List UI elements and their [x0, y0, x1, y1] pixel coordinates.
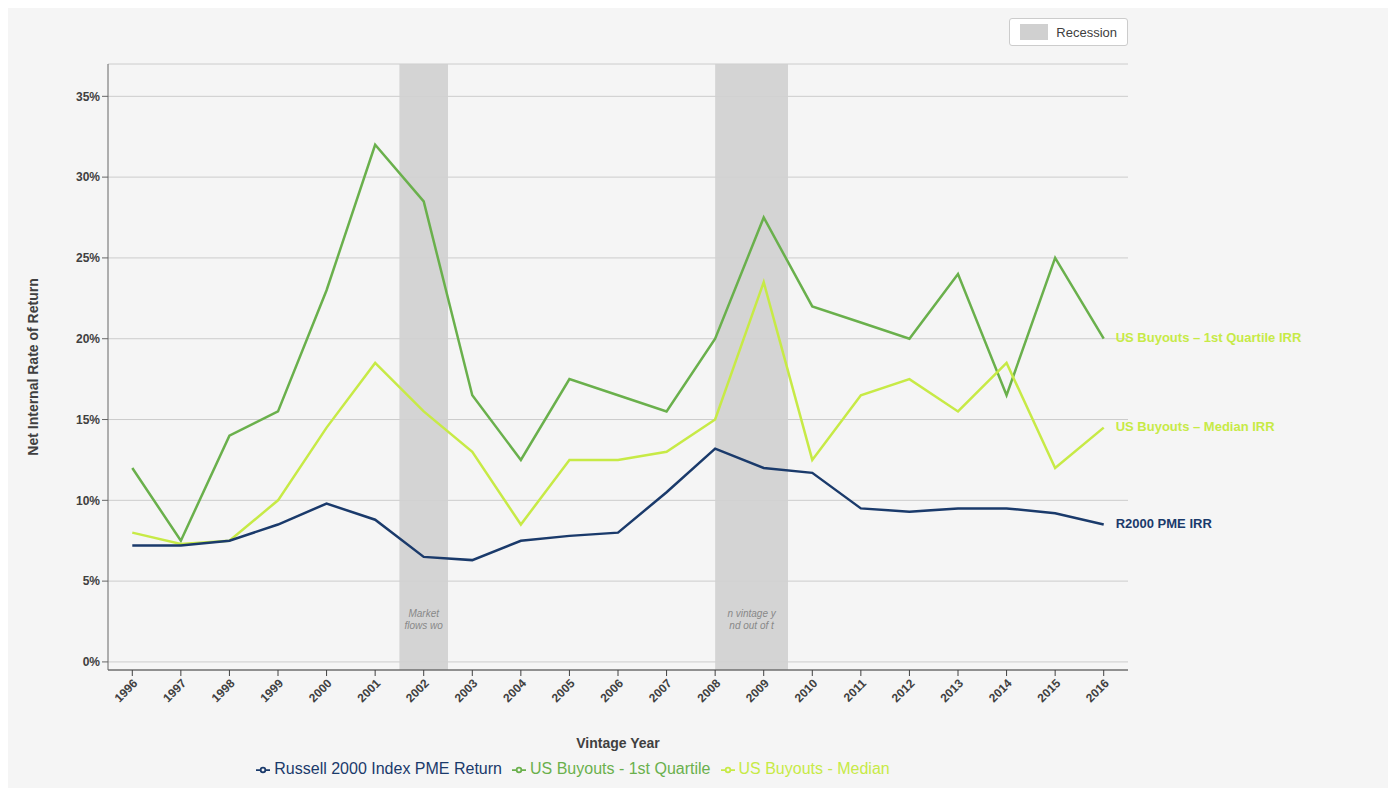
svg-text:2014: 2014: [986, 676, 1015, 705]
svg-text:2002: 2002: [403, 676, 432, 705]
svg-text:1997: 1997: [160, 676, 189, 705]
svg-text:35%: 35%: [76, 90, 100, 104]
svg-text:1999: 1999: [257, 676, 286, 705]
svg-text:30%: 30%: [76, 170, 100, 184]
svg-text:10%: 10%: [76, 494, 100, 508]
svg-text:2011: 2011: [841, 676, 870, 705]
svg-text:R2000 PME IRR: R2000 PME IRR: [1116, 516, 1213, 531]
svg-text:2008: 2008: [695, 676, 724, 705]
svg-text:1996: 1996: [112, 676, 141, 705]
html-text:US Buyouts - 1st Quartile: US Buyouts - 1st Quartile: [530, 760, 711, 777]
svg-text:US Buyouts – Median IRR: US Buyouts – Median IRR: [1116, 419, 1276, 434]
svg-text:Net Internal Rate of Return: Net Internal Rate of Return: [25, 278, 41, 455]
svg-text:0%: 0%: [83, 655, 101, 669]
svg-text:2005: 2005: [549, 676, 578, 705]
svg-text:Vintage Year: Vintage Year: [576, 735, 660, 751]
svg-text:2001: 2001: [355, 676, 384, 705]
svg-text:2006: 2006: [597, 676, 626, 705]
svg-text:2009: 2009: [743, 676, 772, 705]
svg-text:15%: 15%: [76, 413, 100, 427]
svg-text:2013: 2013: [937, 676, 966, 705]
svg-text:20%: 20%: [76, 332, 100, 346]
svg-text:2004: 2004: [500, 676, 529, 705]
svg-text:Marketflows wo: Marketflows wo: [405, 608, 444, 631]
svg-text:2012: 2012: [889, 676, 918, 705]
html-text:US Buyouts - Median: US Buyouts - Median: [738, 760, 890, 777]
html-text:Recession: Recession: [1056, 24, 1117, 40]
svg-text:2010: 2010: [792, 676, 821, 705]
svg-text:1998: 1998: [209, 676, 238, 705]
svg-text:2007: 2007: [646, 676, 675, 705]
svg-text:2016: 2016: [1083, 676, 1112, 705]
svg-text:2003: 2003: [452, 676, 481, 705]
html-text:Russell 2000 Index PME Return: Russell 2000 Index PME Return: [274, 760, 502, 777]
svg-text:2015: 2015: [1035, 676, 1064, 705]
svg-text:n vintage ynd out of t: n vintage ynd out of t: [727, 608, 776, 631]
svg-text:2000: 2000: [306, 676, 335, 705]
svg-text:5%: 5%: [83, 574, 101, 588]
svg-text:US Buyouts – 1st Quartile IRR: US Buyouts – 1st Quartile IRR: [1116, 330, 1302, 345]
svg-text:25%: 25%: [76, 251, 100, 265]
